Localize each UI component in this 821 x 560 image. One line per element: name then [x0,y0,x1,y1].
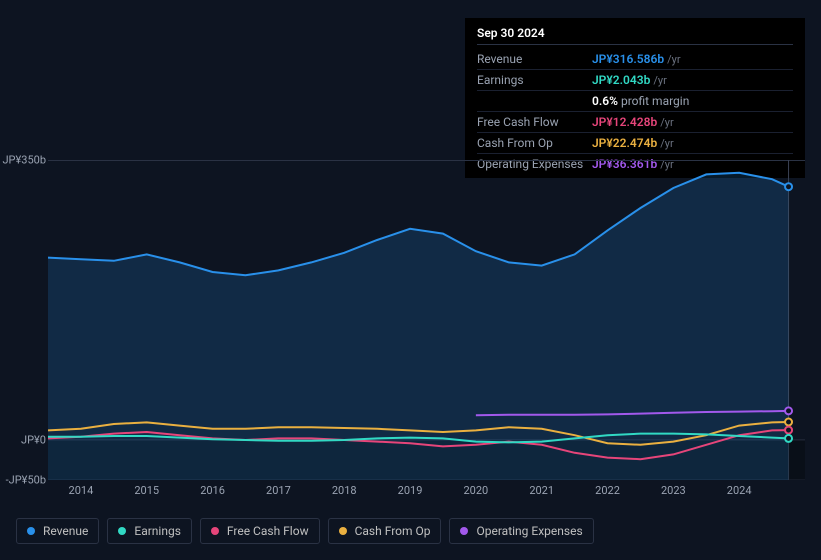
legend-dot-icon [118,527,126,535]
legend-item[interactable]: Cash From Op [328,518,442,544]
tooltip-row-value: JP¥316.586b [592,52,664,66]
y-axis-label: JP¥350b [0,154,46,167]
x-axis: 2014 2015 2016 2017 2018 2019 2020 2021 2022 2023… [16,482,805,502]
tooltip-row: Free Cash FlowJP¥12.428b/yr [477,112,793,133]
x-axis-label: 2016 [200,484,225,497]
financials-chart [48,160,805,480]
legend-item[interactable]: Earnings [107,518,192,544]
legend-label: Operating Expenses [476,524,582,538]
tooltip-row-unit: /yr [653,74,666,87]
tooltip-date: Sep 30 2024 [477,26,793,45]
legend-item[interactable]: Free Cash Flow [200,518,320,544]
x-axis-label: 2017 [266,484,291,497]
legend-label: Revenue [43,524,88,538]
legend-dot-icon [460,527,468,535]
x-axis-label: 2022 [595,484,620,497]
tooltip-row: Cash From OpJP¥22.474b/yr [477,133,793,154]
legend-item[interactable]: Revenue [16,518,99,544]
tooltip-row-unit: /yr [660,116,673,129]
y-axis-label: JP¥0 [0,434,46,447]
tooltip-row: EarningsJP¥2.043b/yr [477,70,793,91]
hover-tooltip: Sep 30 2024 RevenueJP¥316.586b/yrEarning… [465,18,805,178]
tooltip-row-label: Earnings [477,73,592,87]
tooltip-row-label: Revenue [477,52,592,66]
x-axis-label: 2020 [463,484,488,497]
x-axis-label: 2023 [661,484,686,497]
x-axis-label: 2014 [69,484,94,497]
tooltip-subrow: 0.6% profit margin [477,91,793,112]
tooltip-row-unit: /yr [660,137,673,150]
x-axis-label: 2015 [134,484,159,497]
tooltip-row-value: JP¥22.474b [592,136,657,150]
legend-dot-icon [339,527,347,535]
x-axis-label: 2021 [529,484,554,497]
tooltip-row-label: Free Cash Flow [477,115,592,129]
legend-dot-icon [27,527,35,535]
x-axis-label: 2018 [332,484,357,497]
chart-legend: Revenue Earnings Free Cash Flow Cash From O… [16,518,594,544]
legend-label: Earnings [134,524,181,538]
tooltip-row: RevenueJP¥316.586b/yr [477,49,793,70]
legend-dot-icon [211,527,219,535]
legend-label: Cash From Op [355,524,431,538]
tooltip-row-value: JP¥2.043b [592,73,650,87]
legend-item[interactable]: Operating Expenses [449,518,593,544]
x-axis-label: 2024 [727,484,752,497]
legend-label: Free Cash Flow [227,524,309,538]
tooltip-row-value: JP¥12.428b [592,115,657,129]
tooltip-row-unit: /yr [667,53,680,66]
x-axis-label: 2019 [398,484,423,497]
tooltip-row-label: Cash From Op [477,136,592,150]
